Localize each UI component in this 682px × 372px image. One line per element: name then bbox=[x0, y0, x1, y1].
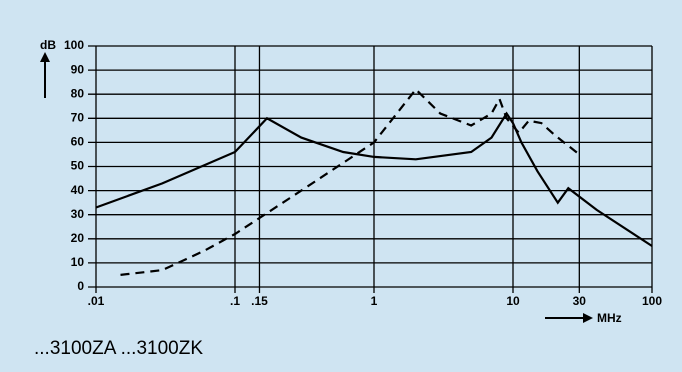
x-tick-label: .01 bbox=[88, 294, 105, 308]
x-tick-label: 1 bbox=[371, 294, 378, 308]
y-tick-label: 30 bbox=[71, 207, 85, 221]
y-tick-label: 80 bbox=[71, 86, 85, 100]
chart: dB MHz 0 10 20 30 40 50 60 70 80 90 100 .01 .1 .15 1 10… bbox=[40, 38, 662, 325]
y-tick-label: 10 bbox=[71, 255, 85, 269]
x-tick-label: 10 bbox=[506, 294, 520, 308]
y-tick-label: 40 bbox=[71, 183, 85, 197]
x-tick-label: 30 bbox=[573, 294, 587, 308]
x-tick-label: .15 bbox=[251, 294, 268, 308]
x-tick-label: 100 bbox=[642, 294, 662, 308]
y-tick-label: 20 bbox=[71, 231, 85, 245]
y-tick-label: 70 bbox=[71, 110, 85, 124]
y-tick-label: 100 bbox=[64, 38, 84, 52]
x-arrow-head bbox=[583, 313, 593, 323]
y-tick-label: 60 bbox=[71, 135, 85, 149]
y-arrow-head bbox=[40, 52, 50, 62]
y-tick-label: 50 bbox=[71, 159, 85, 173]
y-tick-label: 0 bbox=[77, 279, 84, 293]
x-tick-label: .1 bbox=[230, 294, 240, 308]
y-tick-label: 90 bbox=[71, 62, 85, 76]
y-axis-label: dB bbox=[40, 38, 56, 52]
x-axis-label: MHz bbox=[597, 311, 622, 325]
series-line bbox=[120, 87, 580, 276]
caption: ...3100ZA ...3100ZK bbox=[34, 338, 203, 359]
series-line bbox=[95, 111, 653, 247]
